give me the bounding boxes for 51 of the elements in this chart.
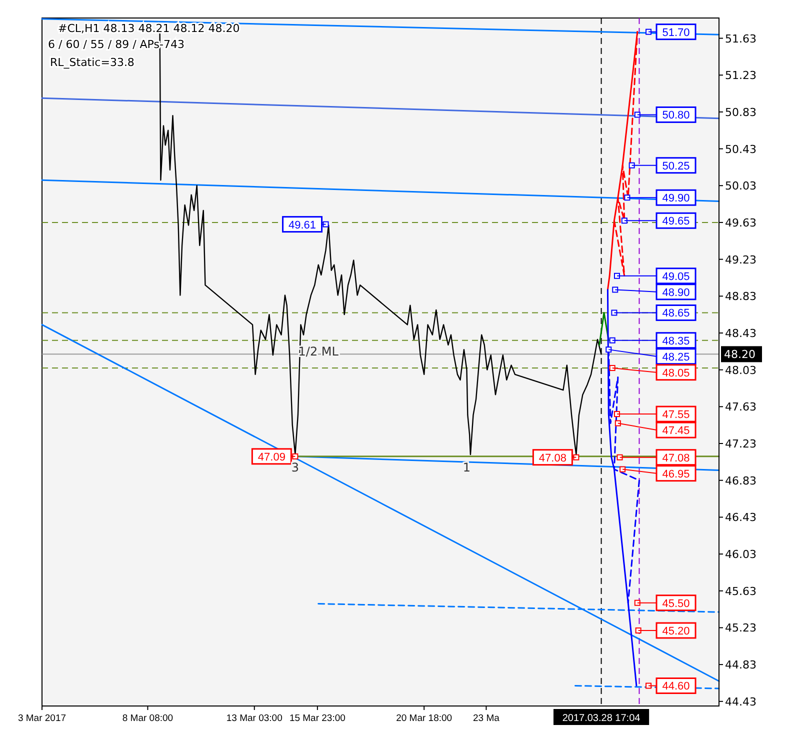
x-tick-label: 20 Mar 18:00 [396, 713, 452, 724]
y-tick-label: 47.63 [725, 400, 756, 414]
data-label: 49.90 [662, 192, 690, 205]
data-label: 47.08 [662, 452, 690, 464]
x-tick-label: 3 Mar 2017 [18, 713, 66, 724]
ref-line-label: 2017.03.28 17:04 [562, 713, 641, 724]
x-tick-label: 8 Mar 08:00 [122, 713, 174, 724]
data-label: 47.09 [258, 451, 286, 464]
y-tick-label: 46.83 [725, 474, 756, 488]
data-label: 48.25 [662, 351, 690, 364]
data-label: 48.90 [662, 286, 690, 299]
data-label: 47.55 [662, 409, 690, 422]
y-tick-label: 45.63 [725, 584, 756, 598]
y-tick-label: 44.43 [725, 695, 756, 708]
data-label: 48.05 [662, 367, 690, 380]
y-tick-label: 46.03 [725, 548, 756, 562]
data-label: 49.05 [662, 270, 690, 283]
y-tick-label: 51.23 [725, 69, 756, 82]
x-tick-label: 15 Mar 23:00 [289, 713, 346, 724]
data-label: 47.45 [662, 425, 690, 438]
data-label: 49.61 [288, 219, 316, 232]
data-label: 50.25 [662, 160, 690, 172]
y-tick-label: 51.63 [725, 32, 756, 46]
y-tick-label: 48.83 [725, 290, 756, 304]
data-label: 45.20 [662, 625, 690, 638]
y-tick-label: 50.43 [725, 142, 756, 156]
ref-line-label: 48.20 [724, 348, 756, 362]
y-tick-label: 46.43 [725, 511, 756, 524]
y-tick-label: 49.63 [725, 216, 756, 230]
data-label: 49.65 [662, 216, 690, 228]
annotation: 1 [462, 460, 471, 474]
data-label: 48.35 [662, 335, 690, 348]
data-label: 48.65 [662, 308, 690, 320]
y-tick-label: 45.23 [725, 622, 756, 635]
data-label: 47.08 [538, 452, 566, 464]
data-label: 50.80 [662, 110, 690, 122]
x-tick-label: 13 Mar 03:00 [226, 713, 282, 724]
y-tick-label: 47.23 [725, 438, 756, 451]
y-tick-label: 50.83 [725, 106, 756, 119]
data-label: 51.70 [662, 26, 690, 39]
y-tick-label: 48.03 [725, 364, 756, 377]
data-label: 45.50 [662, 598, 690, 610]
annotation: 3 [291, 460, 299, 474]
y-tick-label: 49.23 [725, 253, 756, 266]
y-tick-label: 50.03 [725, 180, 756, 193]
y-tick-label: 48.43 [725, 326, 756, 340]
data-label: 46.95 [662, 468, 690, 480]
data-label: 44.60 [662, 680, 690, 693]
x-tick-label: 23 Ma [473, 713, 500, 724]
y-tick-label: 44.83 [725, 658, 756, 672]
annotation: RL_Static=33.8 [50, 56, 134, 69]
